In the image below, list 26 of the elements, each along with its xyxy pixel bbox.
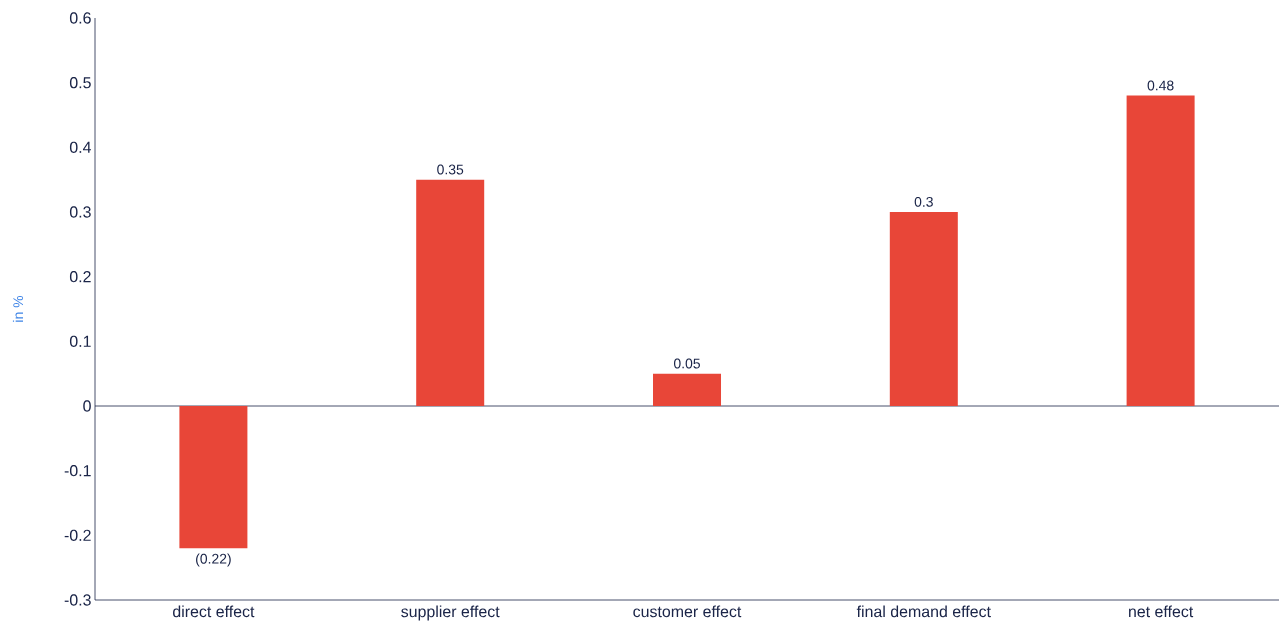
y-tick-label: 0.2 xyxy=(69,271,91,283)
y-tick-label: -0.1 xyxy=(64,465,91,477)
bar xyxy=(179,406,248,549)
y-tick-label: -0.2 xyxy=(64,529,91,541)
data-label: (0.22) xyxy=(196,553,231,567)
y-tick-label: 0.6 xyxy=(69,12,91,24)
x-tick-label: supplier effect xyxy=(401,605,500,621)
y-tick-label: 0.4 xyxy=(69,141,92,153)
x-tick-label: final demand effect xyxy=(856,605,991,618)
y-tick-label: 0 xyxy=(83,400,91,412)
bar xyxy=(416,179,485,406)
y-axis-title: in % xyxy=(12,295,24,322)
x-tick-label: direct effect xyxy=(173,605,255,618)
data-label: 0.05 xyxy=(673,358,700,369)
bar xyxy=(653,373,721,406)
data-label: 0.35 xyxy=(437,164,464,175)
data-label: 0.48 xyxy=(1147,80,1174,91)
y-tick-label: 0.5 xyxy=(69,77,91,89)
data-label: 0.3 xyxy=(914,196,933,207)
x-tick-label: customer effect xyxy=(633,605,742,618)
bar xyxy=(889,212,958,406)
y-tick-label: 0.1 xyxy=(69,335,91,347)
x-tick-label: net effect xyxy=(1129,605,1194,618)
y-tick-label: -0.3 xyxy=(64,594,91,606)
y-tick-label: 0.3 xyxy=(69,206,91,218)
bar xyxy=(1126,95,1195,406)
